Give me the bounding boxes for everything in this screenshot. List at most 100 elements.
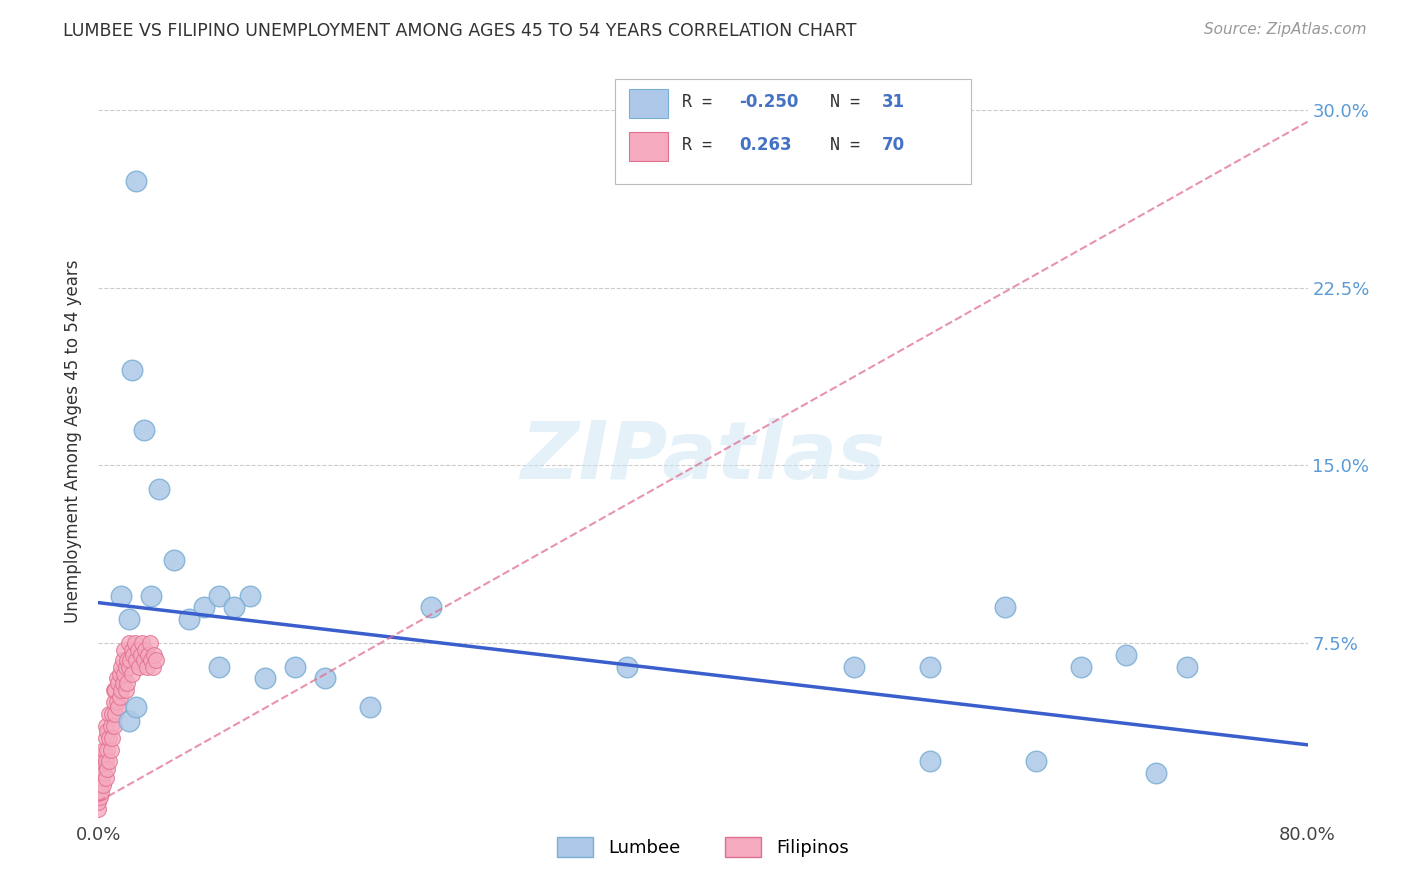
Point (141, 589, 163, 603)
Point (994, 600, 1017, 615)
Point (918, 659, 941, 673)
Point (127, 643, 149, 657)
Point (163, 553, 186, 567)
Point (89, 766, 111, 780)
Point (124, 636, 146, 650)
Point (96, 742, 118, 756)
Point (93, 766, 115, 780)
Point (94, 731, 117, 745)
Point (96, 723, 118, 738)
Point (125, 174, 148, 188)
Point (118, 636, 141, 650)
Point (179, 612, 201, 626)
Point (139, 636, 162, 650)
Point (90, 785, 112, 799)
Point (87, 802, 110, 816)
Point (91, 762, 114, 776)
Point (103, 719, 125, 733)
Point (1175, 659, 1198, 673)
FancyBboxPatch shape (614, 79, 972, 184)
Point (118, 714, 141, 728)
Point (122, 648, 145, 662)
Point (91, 747, 114, 762)
Text: ZIPatlas: ZIPatlas (520, 417, 886, 496)
Point (120, 652, 142, 666)
Point (1115, 648, 1137, 662)
Point (143, 648, 166, 662)
Point (112, 666, 135, 681)
Point (136, 648, 159, 662)
Text: 70: 70 (882, 136, 905, 154)
Y-axis label: Unemployment Among Ages 45 to 54 years: Unemployment Among Ages 45 to 54 years (65, 260, 83, 624)
Point (121, 363, 143, 377)
Point (108, 690, 131, 705)
Point (94, 719, 117, 733)
Point (115, 676, 138, 690)
Point (1024, 755, 1046, 769)
Point (125, 652, 148, 666)
Point (128, 659, 150, 673)
Point (94, 755, 117, 769)
Point (420, 600, 443, 615)
Point (121, 666, 143, 681)
Text: R =: R = (682, 93, 723, 111)
Point (121, 643, 143, 657)
Point (98, 706, 121, 721)
Point (87, 785, 110, 799)
Point (111, 652, 134, 666)
Point (104, 706, 127, 721)
Point (100, 719, 122, 733)
Point (103, 683, 125, 698)
Text: Source: ZipAtlas.com: Source: ZipAtlas.com (1204, 22, 1367, 37)
Point (107, 699, 129, 714)
Point (118, 612, 141, 626)
Point (90, 771, 112, 785)
Point (112, 643, 135, 657)
FancyBboxPatch shape (630, 132, 668, 161)
Point (114, 683, 136, 698)
Text: R =: R = (682, 136, 723, 154)
Point (131, 636, 153, 650)
Point (125, 699, 148, 714)
Point (91, 778, 114, 792)
Point (239, 589, 262, 603)
Legend: Lumbee, Filipinos: Lumbee, Filipinos (550, 830, 856, 864)
Point (90, 755, 112, 769)
Point (132, 423, 155, 437)
Point (844, 659, 866, 673)
Point (134, 643, 156, 657)
Point (111, 676, 134, 690)
Point (918, 755, 941, 769)
Point (110, 659, 132, 673)
Point (98, 755, 121, 769)
Point (253, 672, 276, 686)
Point (98, 731, 121, 745)
FancyBboxPatch shape (630, 89, 668, 118)
Point (96, 762, 118, 776)
Point (110, 683, 132, 698)
Point (108, 666, 131, 681)
Point (132, 652, 155, 666)
Point (616, 659, 638, 673)
Point (145, 652, 167, 666)
Point (284, 659, 307, 673)
Text: N =: N = (830, 93, 870, 111)
Text: 31: 31 (882, 93, 905, 111)
Point (105, 695, 128, 709)
Point (115, 652, 138, 666)
Point (193, 600, 215, 615)
Point (114, 659, 136, 673)
Text: -0.250: -0.250 (740, 93, 799, 111)
Point (129, 648, 152, 662)
Point (1070, 659, 1092, 673)
Point (314, 672, 336, 686)
Point (105, 672, 128, 686)
Point (135, 659, 157, 673)
Text: N =: N = (830, 136, 870, 154)
Text: LUMBEE VS FILIPINO UNEMPLOYMENT AMONG AGES 45 TO 54 YEARS CORRELATION CHART: LUMBEE VS FILIPINO UNEMPLOYMENT AMONG AG… (63, 22, 856, 40)
Point (89, 778, 111, 792)
Point (103, 695, 125, 709)
Point (101, 706, 124, 721)
Point (101, 731, 124, 745)
Point (118, 659, 141, 673)
